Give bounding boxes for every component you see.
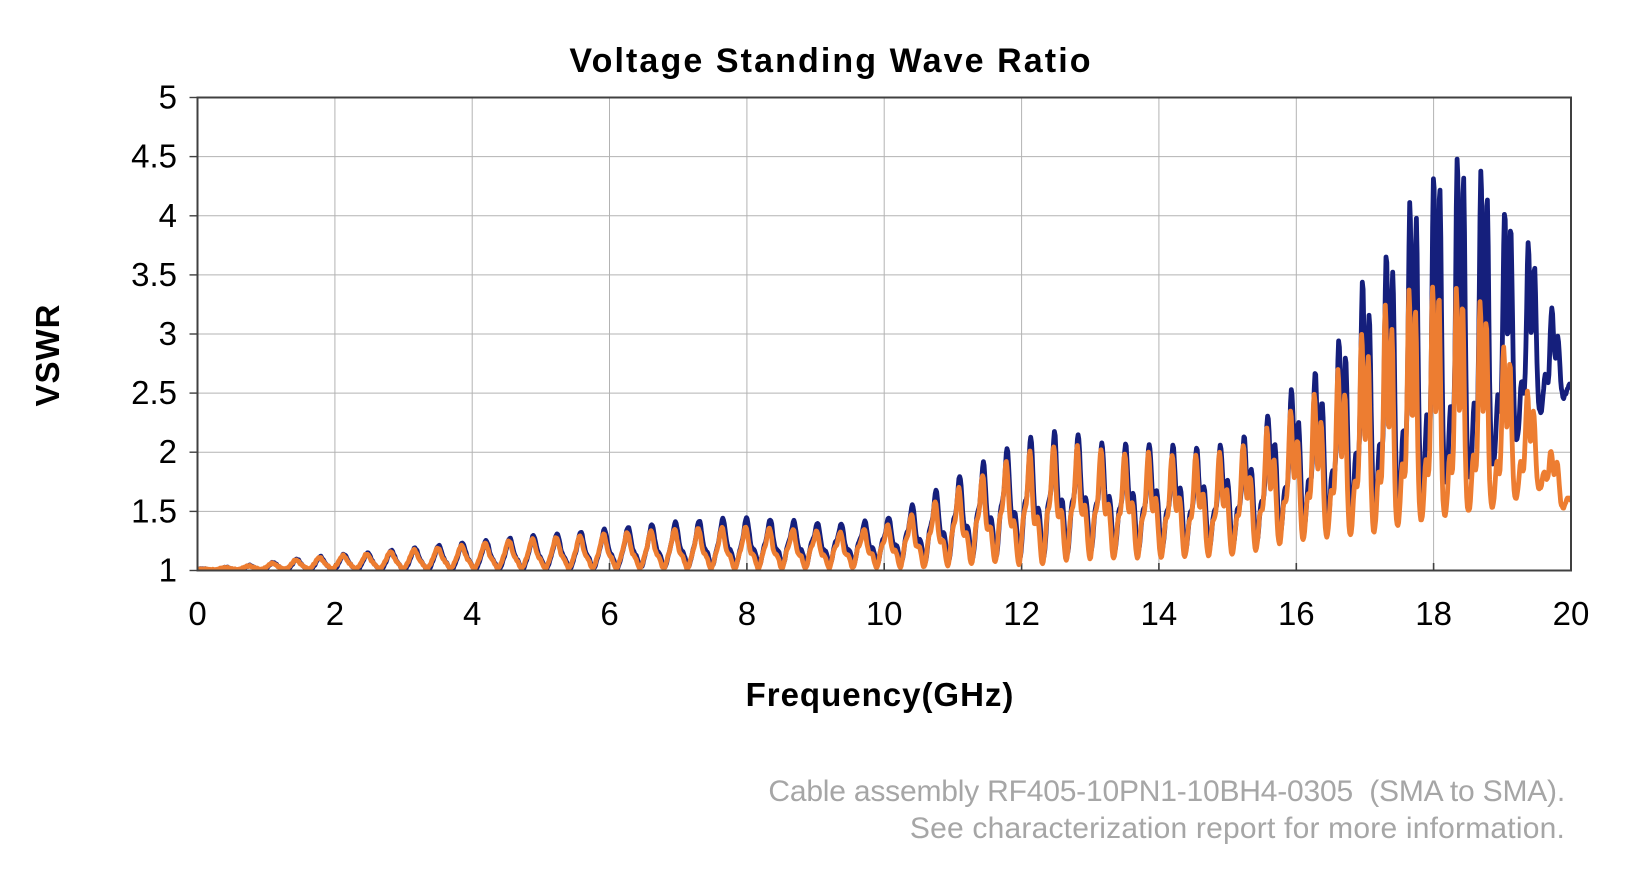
svg-text:3.5: 3.5 — [131, 256, 177, 293]
svg-text:12: 12 — [1003, 595, 1040, 632]
svg-text:Voltage Standing Wave Ratio: Voltage Standing Wave Ratio — [569, 42, 1092, 80]
svg-text:8: 8 — [738, 595, 756, 632]
svg-text:Frequency(GHz): Frequency(GHz) — [746, 676, 1015, 713]
svg-text:2.5: 2.5 — [131, 374, 177, 411]
svg-text:Cable assembly RF405-10PN1-10B: Cable assembly RF405-10PN1-10BH4-0305 (S… — [768, 775, 1565, 808]
svg-text:See characterization report fo: See characterization report for more inf… — [910, 812, 1565, 845]
svg-text:18: 18 — [1415, 595, 1452, 632]
svg-text:14: 14 — [1141, 595, 1178, 632]
svg-text:3: 3 — [159, 315, 177, 352]
svg-text:1: 1 — [159, 552, 177, 589]
svg-text:2: 2 — [159, 433, 177, 470]
svg-text:4.5: 4.5 — [131, 138, 177, 175]
svg-text:4: 4 — [159, 197, 177, 234]
svg-text:16: 16 — [1278, 595, 1315, 632]
svg-text:0: 0 — [188, 595, 206, 632]
svg-text:5: 5 — [159, 79, 177, 116]
svg-text:20: 20 — [1553, 595, 1590, 632]
svg-text:10: 10 — [866, 595, 903, 632]
svg-text:1.5: 1.5 — [131, 492, 177, 529]
svg-text:6: 6 — [600, 595, 618, 632]
svg-text:2: 2 — [326, 595, 344, 632]
svg-text:VSWR: VSWR — [29, 304, 66, 407]
svg-text:4: 4 — [463, 595, 481, 632]
